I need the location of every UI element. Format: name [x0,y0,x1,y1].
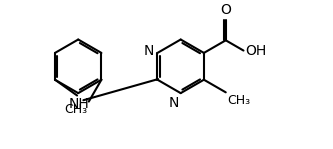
Text: NH: NH [68,97,89,111]
Text: OH: OH [245,44,266,58]
Text: O: O [220,3,231,17]
Text: N: N [144,44,154,58]
Text: CH₃: CH₃ [227,94,250,107]
Text: CH₃: CH₃ [64,103,87,116]
Text: N: N [169,96,179,110]
